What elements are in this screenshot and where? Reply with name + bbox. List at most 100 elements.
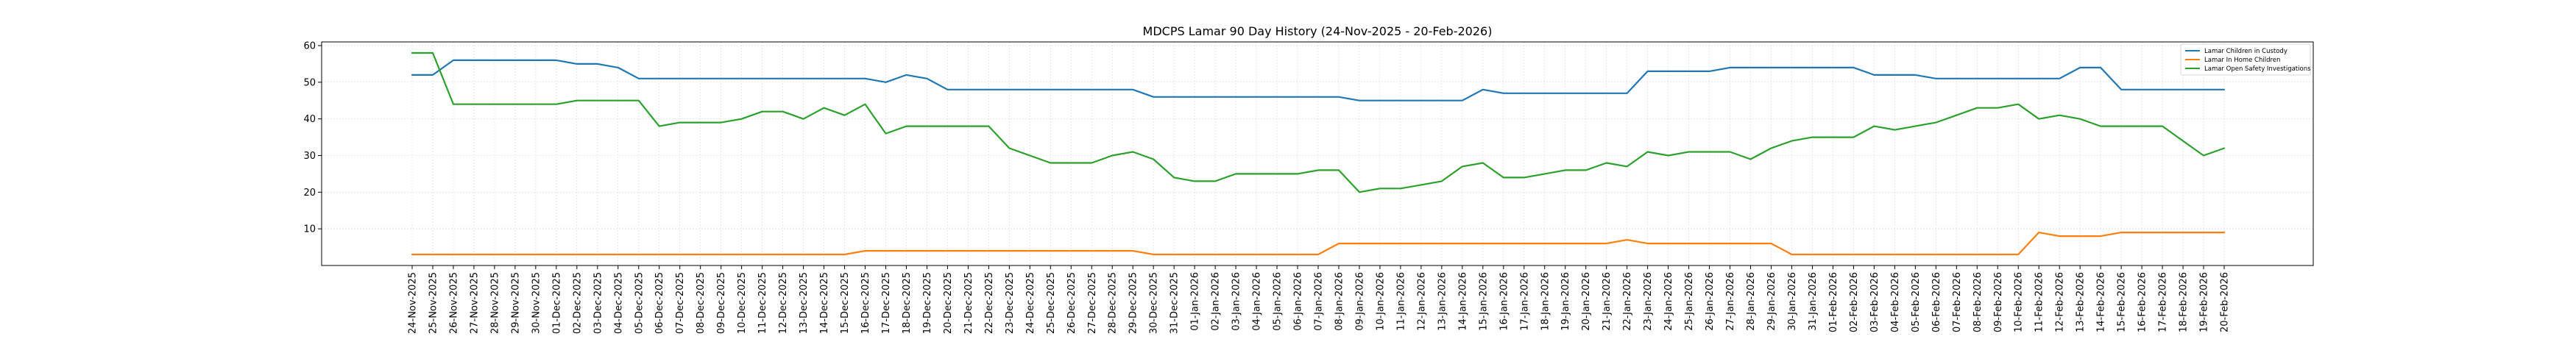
x-tick-label: 02-Dec-2025 <box>572 272 583 334</box>
x-tick-label: 09-Feb-2026 <box>1993 272 2004 332</box>
x-tick-label: 12-Jan-2026 <box>1416 272 1427 331</box>
x-tick-label: 28-Dec-2025 <box>1108 272 1119 334</box>
legend-frame <box>2180 43 2311 76</box>
x-tick-label: 29-Jan-2026 <box>1766 272 1777 331</box>
x-tick-label: 26-Nov-2025 <box>448 272 459 334</box>
x-tick-label: 15-Feb-2026 <box>2117 272 2128 332</box>
x-tick-label: 01-Dec-2025 <box>551 272 562 334</box>
x-tick-label: 24-Nov-2025 <box>408 272 419 334</box>
x-tick-label: 15-Dec-2025 <box>840 272 851 334</box>
x-tick-label: 05-Dec-2025 <box>634 272 645 334</box>
x-tick-label: 04-Jan-2026 <box>1252 272 1263 331</box>
x-tick-label: 19-Jan-2026 <box>1560 272 1571 331</box>
legend-items: Lamar Children in Custody Lamar In Home C… <box>2185 48 2311 73</box>
x-tick-label: 12-Dec-2025 <box>778 272 789 334</box>
x-tick-label: 20-Feb-2026 <box>2220 272 2231 332</box>
x-tick-label: 01-Feb-2026 <box>1828 272 1839 332</box>
x-tick-label: 21-Dec-2025 <box>963 272 974 334</box>
x-tick-label: 11-Feb-2026 <box>2034 272 2045 332</box>
x-tick-label: 11-Dec-2025 <box>757 272 768 334</box>
x-tick-label: 08-Jan-2026 <box>1334 272 1345 331</box>
x-tick-label: 14-Feb-2026 <box>2096 272 2107 332</box>
x-tick-label: 10-Jan-2026 <box>1375 272 1386 331</box>
y-tick-label: 30 <box>303 151 316 162</box>
x-tick-label: 17-Dec-2025 <box>881 272 892 334</box>
x-tick-label: 27-Dec-2025 <box>1087 272 1098 334</box>
plot-area-frame <box>321 41 2314 266</box>
x-tick-label: 31-Jan-2026 <box>1808 272 1819 331</box>
x-tick-label: 30-Jan-2026 <box>1787 272 1798 331</box>
x-tick-label: 16-Feb-2026 <box>2137 272 2148 332</box>
x-tick-label: 05-Feb-2026 <box>1911 272 1922 332</box>
x-tick-label: 09-Jan-2026 <box>1354 272 1365 331</box>
series-lines <box>411 51 2226 256</box>
x-tick-label: 04-Feb-2026 <box>1890 272 1901 332</box>
series-line-3 <box>411 51 2226 193</box>
x-tick-label: 07-Feb-2026 <box>1952 272 1963 332</box>
legend: Lamar Children in Custody Lamar In Home C… <box>2180 43 2311 76</box>
x-tick-label: 08-Feb-2026 <box>1972 272 1984 332</box>
x-tick-label: 12-Feb-2026 <box>2055 272 2066 332</box>
x-tick-label: 13-Dec-2025 <box>799 272 810 334</box>
x-tick-label: 20-Jan-2026 <box>1581 272 1592 331</box>
x-tick-label: 24-Jan-2026 <box>1663 272 1674 331</box>
x-tick-label: 10-Feb-2026 <box>2014 272 2025 332</box>
x-tick-label: 10-Dec-2025 <box>737 272 748 334</box>
x-tick-label: 27-Nov-2025 <box>469 272 480 334</box>
x-tick-label: 25-Nov-2025 <box>428 272 439 334</box>
x-tick-label: 03-Dec-2025 <box>592 272 604 334</box>
y-tick-label: 50 <box>303 77 316 88</box>
x-tick-label: 24-Dec-2025 <box>1025 272 1036 334</box>
x-tick-label: 07-Dec-2025 <box>675 272 686 334</box>
x-tick-label: 08-Dec-2025 <box>696 272 707 334</box>
x-tick-label: 13-Jan-2026 <box>1437 272 1448 331</box>
x-tick-label: 25-Jan-2026 <box>1684 272 1695 331</box>
x-tick-label: 03-Feb-2026 <box>1869 272 1880 332</box>
x-tick-label: 02-Feb-2026 <box>1849 272 1860 332</box>
x-tick-label: 23-Dec-2025 <box>1005 272 1016 334</box>
chart-title: MDCPS Lamar 90 Day History (24-Nov-2025 … <box>1143 24 1493 38</box>
x-tick-label: 25-Dec-2025 <box>1046 272 1057 334</box>
x-tick-label: 30-Dec-2025 <box>1149 272 1160 334</box>
y-tick-label: 10 <box>303 224 316 235</box>
x-tick-label: 28-Nov-2025 <box>489 272 500 334</box>
series-line-1 <box>411 59 2226 101</box>
x-tick-label: 06-Feb-2026 <box>1931 272 1942 332</box>
x-tick-label: 27-Jan-2026 <box>1725 272 1736 331</box>
x-tick-label: 14-Dec-2025 <box>819 272 830 334</box>
x-tick-label: 19-Feb-2026 <box>2199 272 2210 332</box>
x-tick-label: 01-Jan-2026 <box>1190 272 1201 331</box>
x-tick-label: 29-Nov-2025 <box>510 272 521 334</box>
legend-label-2: Lamar In Home Children <box>2204 57 2280 64</box>
x-tick-label: 20-Dec-2025 <box>943 272 954 334</box>
x-tick-label: 26-Dec-2025 <box>1066 272 1078 334</box>
y-tick-label: 60 <box>303 40 316 51</box>
y-tick-label: 40 <box>303 114 316 125</box>
x-tick-label: 18-Feb-2026 <box>2179 272 2190 332</box>
x-tick-label: 13-Feb-2026 <box>2076 272 2087 332</box>
x-tick-label: 17-Jan-2026 <box>1519 272 1530 331</box>
y-tick-label: 20 <box>303 188 316 199</box>
legend-label-3: Lamar Open Safety Investigations <box>2204 65 2311 73</box>
x-tick-label: 22-Jan-2026 <box>1622 272 1633 331</box>
x-tick-label: 21-Jan-2026 <box>1602 272 1613 331</box>
x-tick-label: 16-Jan-2026 <box>1498 272 1510 331</box>
legend-label-1: Lamar Children in Custody <box>2204 48 2287 55</box>
x-tick-label: 11-Jan-2026 <box>1395 272 1406 331</box>
series-line-2 <box>411 232 2226 256</box>
x-tick-label: 22-Dec-2025 <box>984 272 995 334</box>
x-tick-label: 05-Jan-2026 <box>1273 272 1284 331</box>
gridlines <box>322 42 2313 265</box>
x-tick-label: 29-Dec-2025 <box>1128 272 1139 334</box>
x-tick-label: 16-Dec-2025 <box>860 272 871 334</box>
x-tick-label: 19-Dec-2025 <box>922 272 933 334</box>
x-tick-label: 30-Nov-2025 <box>531 272 542 334</box>
x-tick-label: 18-Jan-2026 <box>1540 272 1551 331</box>
x-tick-label: 07-Jan-2026 <box>1314 272 1325 331</box>
x-tick-label: 31-Dec-2025 <box>1170 272 1181 334</box>
y-axis-ticks: 10 20 30 40 50 60 <box>303 40 322 235</box>
x-tick-label: 03-Jan-2026 <box>1231 272 1242 331</box>
x-tick-label: 09-Dec-2025 <box>716 272 727 334</box>
